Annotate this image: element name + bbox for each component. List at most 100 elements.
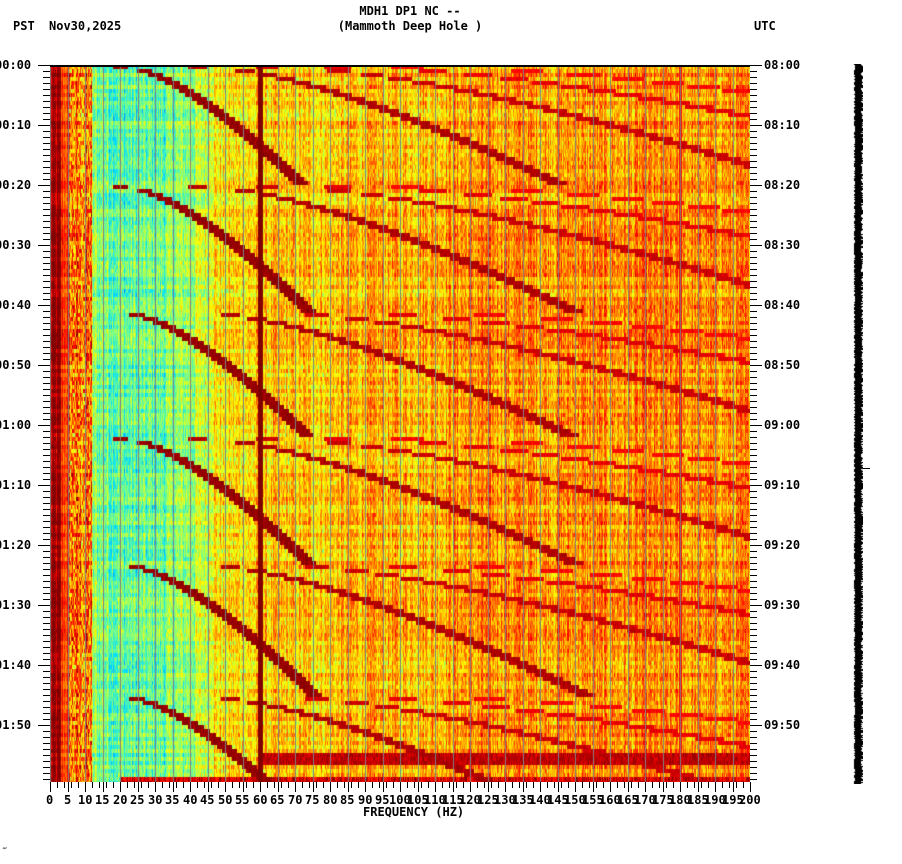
x-tick-label: 55 bbox=[235, 793, 250, 807]
left-timezone: PST bbox=[13, 19, 35, 33]
x-tick bbox=[407, 782, 408, 788]
y-tick-right bbox=[750, 167, 757, 168]
y-tick-left bbox=[43, 329, 50, 330]
x-tick bbox=[463, 782, 464, 788]
y-tick-right bbox=[750, 299, 757, 300]
x-tick bbox=[99, 782, 100, 788]
y-tick-left bbox=[43, 95, 50, 96]
y-tick-label-right: 08:50 bbox=[764, 358, 801, 372]
y-tick-left bbox=[43, 227, 50, 228]
y-tick-right bbox=[750, 683, 757, 684]
x-tick bbox=[698, 782, 699, 792]
station-name: (Mammoth Deep Hole ) bbox=[337, 19, 483, 33]
x-tick-label: 200 bbox=[739, 793, 761, 807]
y-tick-right bbox=[750, 143, 757, 144]
x-tick bbox=[190, 782, 191, 792]
x-tick bbox=[575, 782, 576, 792]
x-tick bbox=[477, 782, 478, 788]
y-tick-label-right: 09:40 bbox=[764, 658, 801, 672]
y-tick-right bbox=[750, 755, 757, 756]
y-tick-left bbox=[43, 77, 50, 78]
x-tick bbox=[736, 782, 737, 788]
y-tick-right bbox=[750, 275, 757, 276]
y-tick-right bbox=[750, 569, 757, 570]
y-tick-left bbox=[43, 431, 50, 432]
y-tick-right bbox=[750, 761, 757, 762]
y-tick-label-left: 00:00 bbox=[0, 58, 32, 72]
y-tick-left bbox=[43, 467, 50, 468]
y-tick-left bbox=[43, 287, 50, 288]
x-tick bbox=[138, 782, 139, 792]
y-tick-left bbox=[43, 749, 50, 750]
y-tick-label-left: 01:40 bbox=[0, 658, 32, 672]
x-tick bbox=[337, 782, 338, 788]
x-tick-label: 80 bbox=[323, 793, 338, 807]
y-tick-label-right: 09:50 bbox=[764, 718, 801, 732]
y-tick-left bbox=[38, 245, 50, 246]
x-tick bbox=[526, 782, 527, 788]
y-tick-right bbox=[750, 515, 757, 516]
y-tick-right bbox=[750, 425, 762, 426]
x-tick bbox=[253, 782, 254, 788]
x-tick-label: 25 bbox=[130, 793, 145, 807]
y-tick-left bbox=[43, 335, 50, 336]
y-tick-left bbox=[43, 353, 50, 354]
y-tick-right bbox=[750, 269, 757, 270]
y-tick-left bbox=[43, 407, 50, 408]
y-tick-right bbox=[750, 131, 757, 132]
x-tick-label: 60 bbox=[253, 793, 268, 807]
y-tick-right bbox=[750, 71, 757, 72]
x-tick bbox=[414, 782, 415, 788]
y-tick-right bbox=[750, 503, 757, 504]
x-tick bbox=[92, 782, 93, 788]
y-tick-right bbox=[750, 227, 757, 228]
x-tick bbox=[610, 782, 611, 792]
x-tick bbox=[687, 782, 688, 788]
x-tick-label: 165 bbox=[617, 793, 639, 807]
y-tick-right bbox=[750, 215, 757, 216]
x-tick bbox=[533, 782, 534, 788]
y-tick-right bbox=[750, 779, 757, 780]
y-tick-right bbox=[750, 251, 757, 252]
x-tick bbox=[57, 782, 58, 788]
y-tick-right bbox=[750, 725, 762, 726]
y-tick-right bbox=[750, 617, 757, 618]
y-tick-left bbox=[43, 731, 50, 732]
y-tick-label-right: 09:10 bbox=[764, 478, 801, 492]
x-tick-label: 0 bbox=[46, 793, 54, 807]
y-tick-left bbox=[43, 641, 50, 642]
y-tick-right bbox=[750, 701, 757, 702]
y-tick-left bbox=[43, 143, 50, 144]
y-tick-left bbox=[38, 305, 50, 306]
y-tick-left bbox=[38, 605, 50, 606]
x-tick-label: 70 bbox=[288, 793, 303, 807]
y-tick-right bbox=[750, 767, 757, 768]
y-tick-right bbox=[750, 593, 757, 594]
x-tick-label: 195 bbox=[722, 793, 744, 807]
y-tick-left bbox=[43, 137, 50, 138]
y-tick-right bbox=[750, 497, 757, 498]
y-tick-label-left: 01:20 bbox=[0, 538, 32, 552]
x-tick bbox=[733, 782, 734, 792]
y-tick-label-right: 08:40 bbox=[764, 298, 801, 312]
y-tick-left bbox=[43, 521, 50, 522]
y-tick-left bbox=[43, 419, 50, 420]
y-tick-right bbox=[750, 191, 757, 192]
y-tick-left bbox=[43, 281, 50, 282]
y-tick-right bbox=[750, 407, 757, 408]
y-tick-right bbox=[750, 653, 757, 654]
y-tick-right bbox=[750, 485, 762, 486]
y-tick-left bbox=[43, 635, 50, 636]
x-tick-label: 10 bbox=[78, 793, 93, 807]
y-tick-left bbox=[43, 359, 50, 360]
y-tick-left bbox=[43, 89, 50, 90]
y-tick-left bbox=[43, 437, 50, 438]
y-tick-label-right: 09:00 bbox=[764, 418, 801, 432]
x-tick bbox=[372, 782, 373, 788]
y-tick-right bbox=[750, 719, 757, 720]
y-tick-label-right: 08:10 bbox=[764, 118, 801, 132]
y-tick-left bbox=[43, 341, 50, 342]
y-tick-left bbox=[43, 377, 50, 378]
y-tick-label-left: 01:30 bbox=[0, 598, 32, 612]
y-tick-left bbox=[43, 479, 50, 480]
